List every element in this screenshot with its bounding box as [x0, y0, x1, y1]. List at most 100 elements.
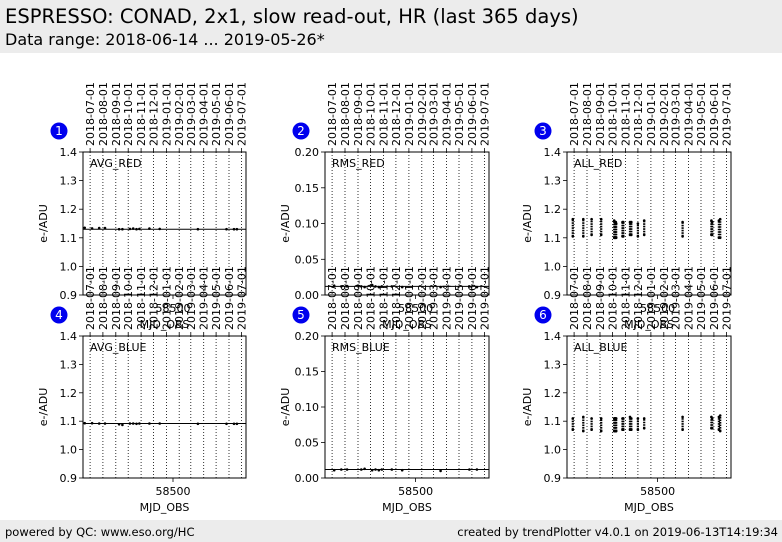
data-point [468, 285, 471, 288]
y-axis-label: e-/ADU [521, 388, 534, 427]
date-tick-label: 2019-04-01 [198, 82, 211, 146]
data-point [345, 285, 349, 288]
x-axis-label: MJD_OBS [382, 318, 432, 331]
data-point [582, 429, 585, 433]
chart-panel-1: 2018-07-01 2018-08-01 2018-09-01 2018-10-01… [37, 82, 248, 331]
date-tick-label: 2018-10-01 [365, 266, 378, 330]
data-point [128, 227, 132, 231]
y-tick-label: 0.00 [295, 289, 320, 302]
date-tick-label: 2019-06-01 [466, 82, 479, 146]
date-tick-label: 2018-10-01 [607, 266, 620, 330]
date-tick-label: 2019-03-01 [428, 82, 441, 146]
panel-badge [50, 306, 68, 324]
data-point [571, 428, 575, 432]
data-point [377, 285, 381, 289]
panel-badge-number: 6 [539, 308, 547, 322]
plot-frame [324, 335, 490, 479]
date-tick-label: 2018-09-01 [594, 82, 607, 146]
data-point [571, 235, 575, 238]
date-tick-label: 2019-02-01 [658, 82, 671, 146]
date-tick-label: 2019-06-01 [223, 266, 236, 330]
date-tick-label: 2018-09-01 [594, 266, 607, 330]
x-axis-label: MJD_OBS [624, 318, 674, 331]
panel-badge [50, 122, 68, 140]
date-tick-label: 2019-02-01 [416, 266, 429, 330]
y-tick-label: 1.3 [544, 175, 562, 188]
date-tick-label: 2019-07-01 [720, 82, 733, 146]
y-tick-label: 1.4 [60, 146, 78, 159]
date-tick-label: 2018-08-01 [339, 266, 352, 330]
y-axis-label: e-/ADU [279, 388, 292, 427]
panel-badge-number: 1 [55, 124, 63, 138]
date-tick-label: 2018-11-01 [619, 266, 632, 330]
y-tick-label: 0.9 [544, 289, 562, 302]
data-point [225, 227, 228, 231]
y-tick-label: 1.1 [544, 415, 562, 428]
data-point [360, 285, 363, 288]
date-tick-label: 2019-03-01 [670, 266, 683, 330]
footer-powered-by: powered by QC: www.eso.org/HC [5, 525, 195, 539]
date-tick-label: 2018-07-01 [326, 266, 339, 330]
data-point [138, 227, 141, 231]
x-tick-label: 58500 [398, 485, 433, 498]
data-point [599, 233, 603, 237]
date-tick-label: 2019-04-01 [440, 82, 453, 146]
data-point [681, 235, 684, 238]
date-tick-label: 2018-11-01 [619, 82, 632, 146]
data-point [475, 468, 479, 471]
date-tick-label: 2019-01-01 [160, 82, 173, 146]
y-tick-label: 0.9 [60, 472, 78, 485]
x-axis-label: MJD_OBS [624, 501, 674, 514]
date-tick-label: 2019-07-01 [235, 266, 248, 330]
date-tick-label: 2019-04-01 [440, 266, 453, 330]
y-tick-label: 0.00 [295, 472, 320, 485]
date-tick-label: 2019-06-01 [708, 82, 721, 146]
data-point [642, 233, 646, 237]
data-point [590, 233, 593, 237]
date-tick-label: 2018-12-01 [632, 82, 645, 146]
y-axis-label: e-/ADU [37, 388, 50, 427]
panel-badge-number: 2 [297, 124, 305, 138]
data-point [148, 227, 151, 230]
date-tick-label: 2019-07-01 [478, 266, 491, 330]
data-point [636, 222, 640, 225]
date-tick-label: 2019-07-01 [235, 82, 248, 146]
date-tick-label: 2019-05-01 [453, 266, 466, 330]
panel-label: RMS_RED [332, 157, 385, 170]
data-point [710, 427, 714, 430]
data-point [630, 417, 633, 420]
y-tick-label: 0.20 [295, 330, 320, 343]
date-tick-label: 2018-07-01 [326, 82, 339, 146]
chart-panel-6: 2018-07-01 2018-08-01 2018-09-01 2018-10-01… [521, 266, 733, 514]
data-point [103, 226, 107, 230]
data-point [374, 285, 377, 288]
date-tick-label: 2019-02-01 [173, 266, 186, 330]
plot-frame [82, 335, 247, 479]
y-tick-label: 1.0 [60, 444, 78, 457]
panel-label: AVG_RED [90, 157, 141, 170]
y-tick-label: 0.9 [60, 289, 78, 302]
data-point [158, 422, 161, 425]
date-tick-label: 2019-05-01 [453, 82, 466, 146]
panel-badge-number: 4 [55, 308, 63, 322]
data-point [235, 422, 239, 426]
data-point [681, 220, 684, 224]
data-point [622, 235, 625, 238]
data-point [128, 422, 132, 425]
data-point [590, 417, 593, 420]
panel-badge [292, 306, 310, 324]
data-point [468, 468, 471, 471]
y-tick-label: 1.3 [60, 175, 78, 188]
panel-label: RMS_BLUE [332, 341, 390, 354]
x-axis-label: MJD_OBS [140, 501, 190, 514]
date-tick-label: 2018-08-01 [97, 266, 110, 330]
date-tick-label: 2018-07-01 [84, 266, 97, 330]
date-tick-label: 2018-09-01 [110, 266, 123, 330]
data-point [390, 468, 394, 471]
date-tick-label: 2019-05-01 [210, 266, 223, 330]
data-point [400, 468, 404, 472]
panel-label: AVG_BLUE [90, 341, 147, 354]
panel-badge [292, 122, 310, 140]
data-point [614, 417, 618, 420]
data-point [681, 428, 684, 432]
